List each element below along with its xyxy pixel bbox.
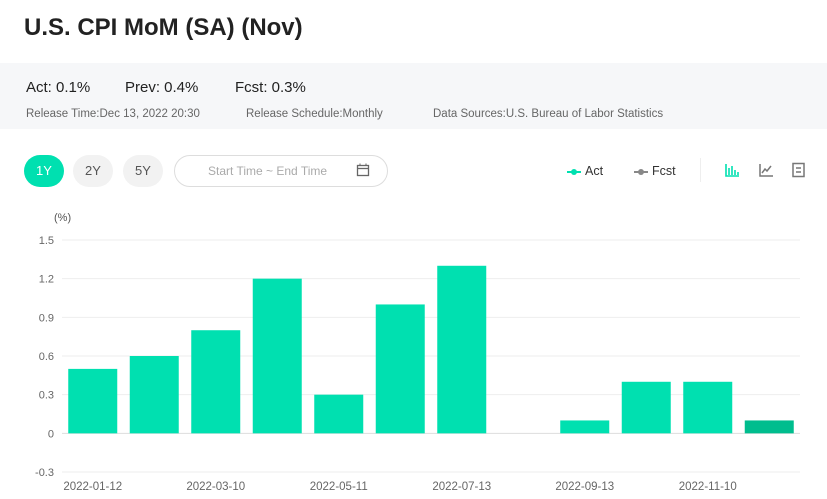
x-tick-label: 2022-01-12 — [63, 481, 122, 493]
bar[interactable] — [191, 330, 241, 434]
page-title: U.S. CPI MoM (SA) (Nov) — [24, 14, 303, 41]
data-source: Data Sources:U.S. Bureau of Labor Statis… — [433, 108, 664, 120]
bar[interactable] — [314, 394, 364, 434]
y-tick-label: 1.5 — [39, 235, 54, 247]
y-axis-unit: (%) — [54, 212, 71, 224]
forecast-value: Fcst: 0.3% — [235, 79, 306, 96]
previous-value: Prev: 0.4% — [125, 79, 199, 96]
divider — [700, 158, 701, 182]
y-tick-label: -0.3 — [35, 467, 54, 479]
range-5y-button[interactable]: 5Y — [123, 155, 163, 187]
legend-act-label: Act — [585, 164, 604, 178]
fcst-marker-icon — [634, 168, 648, 175]
bar-chart: (%) 1.5 1.2 0.9 0.6 0.3 0 -0.3 2022-01-12 2022-0… — [35, 212, 800, 493]
release-schedule: Release Schedule:Monthly — [246, 108, 383, 120]
bar[interactable] — [437, 265, 487, 434]
bar[interactable] — [683, 381, 733, 434]
bar[interactable] — [744, 420, 794, 434]
calendar-icon[interactable] — [356, 163, 370, 177]
actual-value: Act: 0.1% — [26, 79, 91, 96]
date-range-input[interactable]: Start Time ~ End Time — [174, 155, 388, 187]
bar[interactable] — [252, 278, 302, 434]
bar[interactable] — [68, 368, 118, 434]
range-2y-button[interactable]: 2Y — [73, 155, 113, 187]
range-1y-button[interactable]: 1Y — [24, 155, 64, 187]
act-marker-icon — [567, 168, 581, 175]
bar[interactable] — [375, 304, 425, 434]
legend-fcst-label: Fcst — [652, 164, 676, 178]
line-chart-icon[interactable] — [758, 162, 774, 178]
x-tick-label: 2022-03-10 — [186, 481, 245, 493]
x-tick-label: 2022-05-11 — [310, 481, 368, 493]
bar[interactable] — [129, 356, 179, 434]
y-tick-label: 0.3 — [39, 390, 54, 402]
info-panel: Act: 0.1% Prev: 0.4% Fcst: 0.3% Release … — [0, 63, 827, 129]
bar[interactable] — [621, 381, 671, 434]
y-tick-label: 0.9 — [39, 312, 54, 324]
release-time: Release Time:Dec 13, 2022 20:30 — [26, 108, 200, 120]
bar-chart-icon[interactable] — [724, 162, 740, 178]
table-icon[interactable] — [791, 162, 807, 178]
x-tick-label: 2022-07-13 — [432, 481, 491, 493]
bar[interactable] — [560, 420, 610, 434]
x-tick-label: 2022-09-13 — [555, 481, 614, 493]
date-range-placeholder: Start Time ~ End Time — [208, 164, 328, 178]
y-tick-label: 1.2 — [39, 274, 54, 286]
y-tick-label: 0 — [48, 428, 54, 440]
legend-act[interactable]: Act — [567, 164, 603, 178]
y-tick-label: 0.6 — [39, 351, 54, 363]
legend-fcst[interactable]: Fcst — [634, 164, 676, 178]
x-tick-label: 2022-11-10 — [679, 481, 737, 493]
